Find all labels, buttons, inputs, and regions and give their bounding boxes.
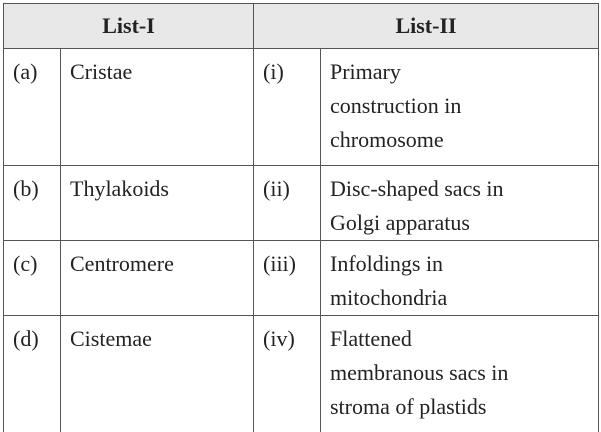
cell-text: Primary xyxy=(330,59,401,84)
table-cell: (iv) xyxy=(253,315,321,432)
cell-text: Thylakoids xyxy=(70,176,169,201)
cell-text: chromosome xyxy=(330,127,444,152)
cell-text: Cistemae xyxy=(70,326,152,351)
table-row: (b) Thylakoids (ii) Disc-shaped sacs in Golg… xyxy=(3,165,599,241)
table-cell: (i) xyxy=(253,48,321,166)
header-row: List-I List-II xyxy=(3,3,599,49)
cell-text: Cristae xyxy=(70,59,133,84)
table-cell: (ii) xyxy=(253,165,321,241)
header-cell: List-II xyxy=(253,3,599,49)
cell-text: construction in xyxy=(330,93,462,118)
table-row: (c) Centromere (iii) Infoldings in mitochond… xyxy=(3,240,599,316)
cell-text: Infoldings in xyxy=(330,251,444,276)
table-row: (d) Cistemae (iv) Flattened membranous sacs … xyxy=(3,315,599,432)
cell-text: (a) xyxy=(13,59,38,84)
cell-text: stroma of plastids xyxy=(330,394,487,419)
table-cell: Infoldings in mitochondria xyxy=(320,240,599,316)
cell-text: (b) xyxy=(13,176,39,201)
cell-text: (iv) xyxy=(263,326,295,351)
table-cell: Cristae xyxy=(60,48,254,166)
table-cell: Thylakoids xyxy=(60,165,254,241)
table-cell: Centromere xyxy=(60,240,254,316)
cell-text: (i) xyxy=(263,59,284,84)
cell-text: Flattened xyxy=(330,326,412,351)
table-cell: Disc-shaped sacs in Golgi apparatus xyxy=(320,165,599,241)
cell-text: (c) xyxy=(13,251,38,276)
cell-text: Golgi apparatus xyxy=(330,210,470,235)
table-cell: (c) xyxy=(3,240,61,316)
table-cell: (b) xyxy=(3,165,61,241)
cell-text: membranous sacs in xyxy=(330,360,509,385)
table-cell: Flattened membranous sacs in stroma of pla… xyxy=(320,315,599,432)
table-cell: Primary construction in chromosome xyxy=(320,48,599,166)
cell-text: Disc-shaped sacs in xyxy=(330,176,504,201)
match-table: List-I List-II (a) Cristae (i) Primary const… xyxy=(3,3,599,432)
cell-text: (d) xyxy=(13,326,39,351)
cell-text: (iii) xyxy=(263,251,296,276)
table-row: (a) Cristae (i) Primary construction in chrom… xyxy=(3,48,599,166)
table-cell: Cistemae xyxy=(60,315,254,432)
table-cell: (iii) xyxy=(253,240,321,316)
table-cell: (d) xyxy=(3,315,61,432)
cell-text: Centromere xyxy=(70,251,174,276)
table-cell: (a) xyxy=(3,48,61,166)
header-cell: List-I xyxy=(3,3,254,49)
cell-text: mitochondria xyxy=(330,285,448,310)
cell-text: (ii) xyxy=(263,176,290,201)
table-body: (a) Cristae (i) Primary construction in chrom… xyxy=(3,48,599,432)
